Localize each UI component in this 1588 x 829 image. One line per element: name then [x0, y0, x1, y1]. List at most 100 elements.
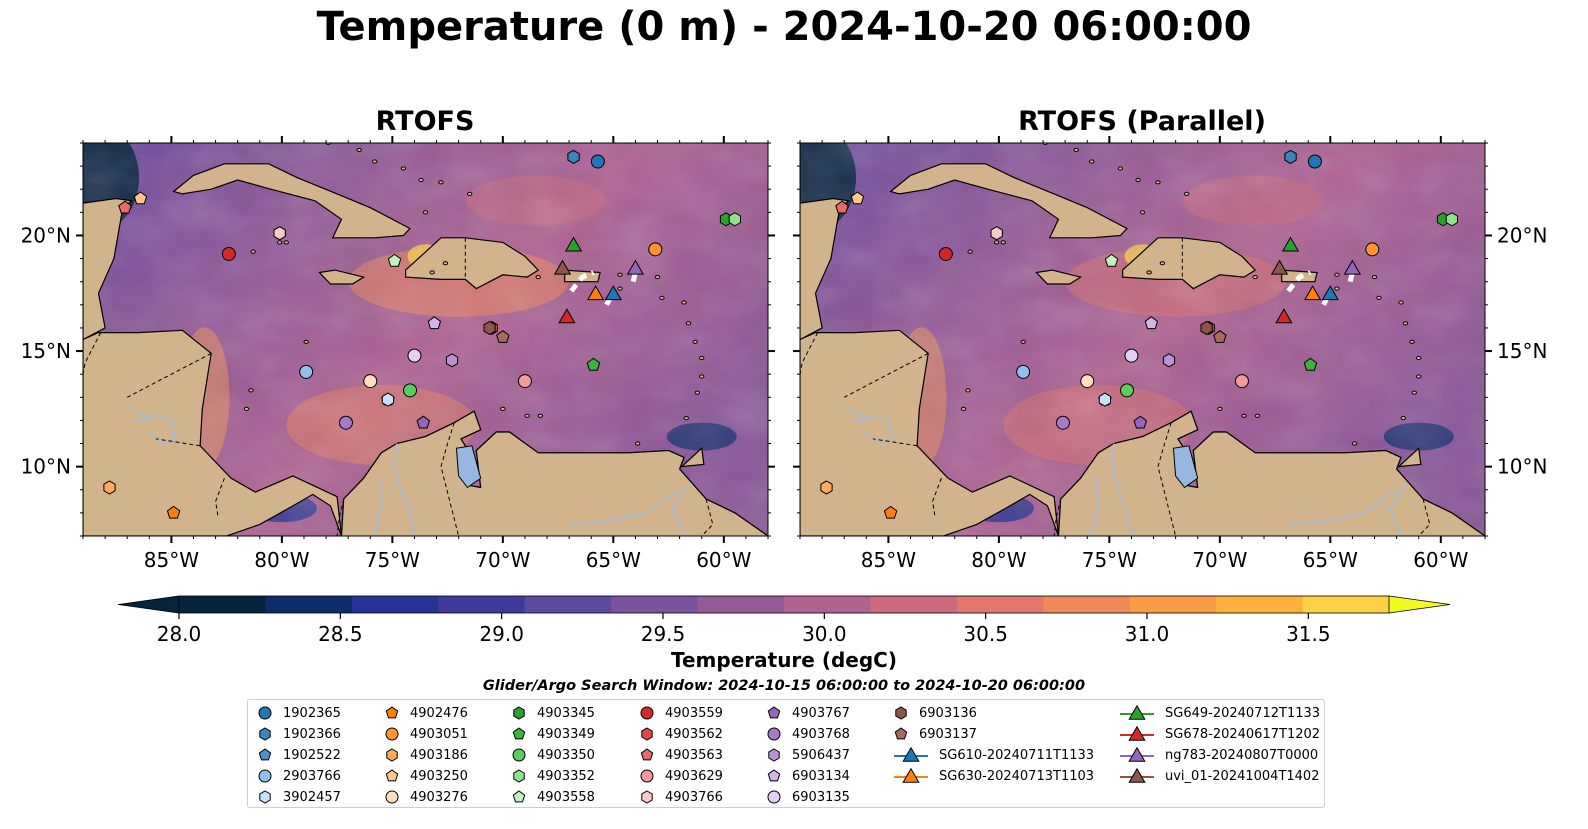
legend-item: 4903350 — [510, 745, 595, 765]
small-island — [965, 388, 971, 393]
circle-marker-icon — [385, 790, 399, 804]
map-panel-rtofs: 85°W 80°W 75°W 70°W 65°W 60°W 10°N 15°N 20°N — [21, 136, 775, 572]
platform-marker-4903350 — [403, 383, 418, 398]
platform-marker-4903766 — [273, 226, 286, 241]
platform-marker-4903349 — [586, 357, 601, 371]
map-frame — [82, 142, 769, 537]
platform-marker-4903558 — [387, 253, 402, 267]
platform-marker-6903137 — [496, 330, 510, 343]
legend-item: SG610-20240711T1133 — [892, 745, 1094, 765]
legend-item: 1902366 — [256, 724, 341, 744]
platform-marker-4903563 — [835, 200, 849, 214]
small-island — [438, 180, 444, 185]
legend-label: 6903136 — [919, 705, 977, 721]
platform-marker-4903768 — [1055, 415, 1070, 430]
small-island — [683, 416, 689, 421]
lat-tick-label: 10°N — [1497, 455, 1547, 479]
platform-marker-4903559 — [221, 246, 236, 261]
small-island — [1351, 441, 1358, 446]
platform-marker-sg678-20240617t1202 — [558, 308, 576, 324]
legend-label: ng783-20240807T0000 — [1165, 747, 1319, 763]
small-island — [371, 159, 378, 164]
circle-marker-icon — [258, 706, 272, 720]
platform-marker-2903766 — [299, 364, 314, 379]
river — [1286, 489, 1398, 526]
platform-marker-2903766 — [1016, 364, 1031, 379]
legend-label: 4903766 — [665, 789, 723, 805]
hexagon-marker-icon — [768, 748, 780, 762]
river — [373, 478, 383, 536]
small-island — [418, 177, 424, 183]
platform-marker-ng783-20240807t0000 — [1343, 259, 1362, 275]
legend-label: SG610-20240711T1133 — [939, 747, 1095, 763]
map-area — [800, 143, 1485, 536]
small-island — [429, 270, 435, 275]
colorbar-bin — [351, 596, 439, 613]
legend-label: 4902476 — [410, 705, 468, 721]
figure-title: Temperature (0 m) - 2024-10-20 06:00:00 — [316, 4, 1252, 50]
legend-item: SG630-20240713T1103 — [892, 766, 1094, 786]
platform-marker-4903051 — [648, 242, 663, 257]
platform-marker-4903767 — [1133, 415, 1148, 429]
platform-marker-6903134 — [427, 316, 442, 330]
country-border — [1418, 498, 1431, 536]
platform-marker-ng783-20240807t0000 — [626, 259, 645, 275]
legend-item: 4903629 — [638, 766, 723, 786]
platform-marker-5906437 — [1162, 353, 1176, 368]
platform-marker-1902366 — [1284, 149, 1297, 164]
triangle-marker-icon — [894, 767, 928, 783]
platform-marker-6903135 — [1124, 348, 1139, 363]
legend-label: 6903135 — [792, 789, 850, 805]
legend-label: uvi_01-20241004T1402 — [1165, 768, 1320, 784]
small-island — [694, 390, 700, 395]
small-island — [699, 355, 705, 361]
land-south-america-fill — [341, 411, 768, 536]
river — [569, 489, 681, 526]
colorbar-bin — [1129, 596, 1217, 613]
pentagon-marker-icon — [385, 706, 399, 719]
pentagon-marker-icon — [640, 748, 654, 761]
legend-label: 1902365 — [283, 705, 341, 721]
country-border — [701, 498, 714, 536]
triangle-marker-icon — [1120, 725, 1154, 741]
colorbar-bin — [956, 596, 1044, 613]
platform-marker-4902476 — [883, 505, 898, 519]
small-island — [442, 261, 449, 266]
lat-tick-label: 15°N — [1497, 339, 1547, 363]
lake-maracaibo — [1172, 445, 1199, 489]
legend-item: 6903136 — [892, 703, 977, 723]
land-florida — [248, 143, 282, 144]
legend-label: SG630-20240713T1103 — [939, 768, 1095, 784]
country-border — [336, 498, 345, 536]
small-island — [1252, 274, 1258, 280]
lon-tick-label: 75°W — [365, 548, 420, 572]
platform-marker-4903350 — [1120, 383, 1135, 398]
legend-label: 3902457 — [283, 789, 341, 805]
country-border — [1157, 422, 1177, 536]
lon-tick-label: 80°W — [971, 548, 1026, 572]
small-island — [617, 286, 623, 291]
small-island — [1409, 339, 1415, 344]
legend-label: 4903767 — [792, 705, 850, 721]
platform-marker-4903250 — [850, 191, 865, 205]
legend-item: 4903768 — [765, 724, 850, 744]
river — [148, 415, 177, 445]
platform-marker-4903051 — [1365, 242, 1380, 257]
small-island — [960, 406, 967, 411]
colorbar-bin — [1216, 596, 1304, 613]
small-island — [654, 274, 661, 280]
legend-label: 1902366 — [283, 726, 341, 742]
lon-tick-label: 65°W — [1303, 548, 1358, 572]
colorbar-tick-label: 28.5 — [318, 622, 363, 646]
small-island — [1371, 274, 1378, 280]
legend-label: 6903137 — [919, 726, 977, 742]
small-island — [1073, 147, 1079, 153]
legend-item: 4903559 — [638, 703, 723, 723]
platform-marker-4903767 — [416, 415, 431, 429]
legend-item: 4903352 — [510, 766, 595, 786]
platform-marker-sg678-20240617t1202 — [1275, 308, 1293, 324]
small-island — [634, 441, 641, 446]
hexagon-marker-icon — [259, 727, 271, 741]
lat-tick-label: 20°N — [21, 223, 71, 247]
